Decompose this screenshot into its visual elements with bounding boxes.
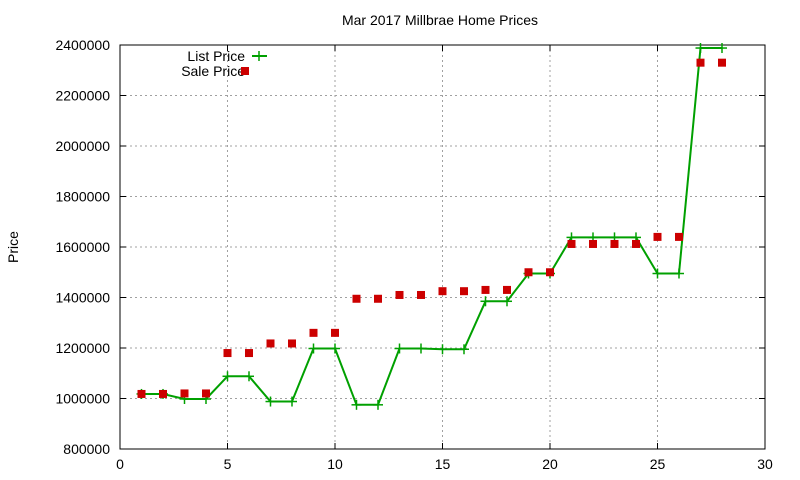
- sale-price-point: [395, 290, 404, 299]
- list-price-point: [695, 43, 706, 54]
- x-tick-label: 25: [650, 456, 666, 472]
- sale-price-point: [503, 285, 511, 294]
- sale-price-point: [696, 58, 705, 67]
- list-price-point: [416, 343, 426, 354]
- list-price-point: [394, 343, 405, 354]
- y-tick-label: 1800000: [55, 189, 110, 205]
- sale-price-point: [223, 349, 232, 358]
- plot-frame: [119, 44, 766, 450]
- x-tick-label: 30: [757, 456, 773, 472]
- sale-price-point: [589, 239, 597, 248]
- sale-price-point: [180, 389, 189, 398]
- y-tick-label: 1400000: [55, 290, 110, 306]
- sale-price-point: [352, 294, 361, 303]
- sale-price-point: [481, 285, 490, 294]
- y-tick-label: 2400000: [55, 37, 110, 53]
- list-price-point: [480, 296, 491, 307]
- sale-price-point: [632, 239, 640, 248]
- x-tick-labels: 0 5 10 15 20 25 30: [116, 456, 773, 472]
- x-tick-label: 5: [224, 456, 232, 472]
- y-tick-label: 2000000: [55, 138, 110, 154]
- sale-price-point: [438, 287, 447, 296]
- sale-price-point: [331, 328, 339, 337]
- x-tick-label: 10: [327, 456, 343, 472]
- list-price-point: [330, 343, 340, 354]
- legend-plus-glyph: [254, 51, 264, 61]
- legend: List Price Sale Price: [181, 48, 267, 79]
- sale-price-point: [266, 339, 275, 348]
- sale-price-point: [524, 268, 533, 277]
- legend-marker-list-price: [254, 51, 264, 61]
- sale-price-point: [675, 232, 683, 241]
- series-layer: [136, 43, 727, 410]
- grid-lines: [120, 45, 765, 449]
- chart-title: Mar 2017 Millbrae Home Prices: [342, 12, 538, 28]
- sale-price-point: [159, 389, 167, 398]
- sale-price-point: [202, 389, 210, 398]
- list-price-point: [373, 399, 383, 410]
- x-tick-label: 15: [435, 456, 451, 472]
- sale-price-point: [417, 290, 425, 299]
- list-price-point: [459, 344, 469, 355]
- list-price-point: [308, 343, 319, 354]
- x-tick-label: 0: [116, 456, 124, 472]
- sale-price-point: [309, 328, 318, 337]
- sale-price-point: [374, 294, 382, 303]
- sale-price-point: [288, 339, 296, 348]
- y-axis-label: Price: [5, 231, 21, 263]
- list-price-point: [674, 268, 684, 279]
- y-tick-label: 1600000: [55, 239, 110, 255]
- sale-price-point: [567, 239, 576, 248]
- list-price-point: [717, 43, 727, 54]
- list-price-point: [265, 396, 276, 407]
- y-tick-labels: 800000 1000000 1200000 1400000 1600000 180000…: [55, 37, 110, 457]
- y-tick-label: 1200000: [55, 340, 110, 356]
- legend-label-list-price: List Price: [187, 48, 245, 64]
- x-tick-label: 20: [542, 456, 558, 472]
- list-price-point: [502, 296, 512, 307]
- list-price-point: [351, 399, 362, 410]
- sale-price-point: [137, 389, 146, 398]
- sale-price-point: [610, 239, 619, 248]
- y-tick-label: 1000000: [55, 391, 110, 407]
- list-price-point: [287, 396, 297, 407]
- y-tick-label: 2200000: [55, 88, 110, 104]
- sale-price-point: [546, 268, 554, 277]
- legend-marker-sale-price: [241, 67, 249, 75]
- sale-price-point: [653, 232, 662, 241]
- sale-price-point: [718, 58, 726, 67]
- list-price-line: [141, 47, 722, 406]
- list-price-point: [652, 268, 663, 279]
- list-price-point: [244, 371, 254, 382]
- sale-price-point: [245, 349, 253, 358]
- list-price-point: [222, 371, 233, 382]
- legend-label-sale-price: Sale Price: [181, 63, 245, 79]
- list-price-point: [437, 344, 448, 355]
- sale-price-point: [460, 287, 468, 296]
- y-tick-label: 800000: [63, 441, 110, 457]
